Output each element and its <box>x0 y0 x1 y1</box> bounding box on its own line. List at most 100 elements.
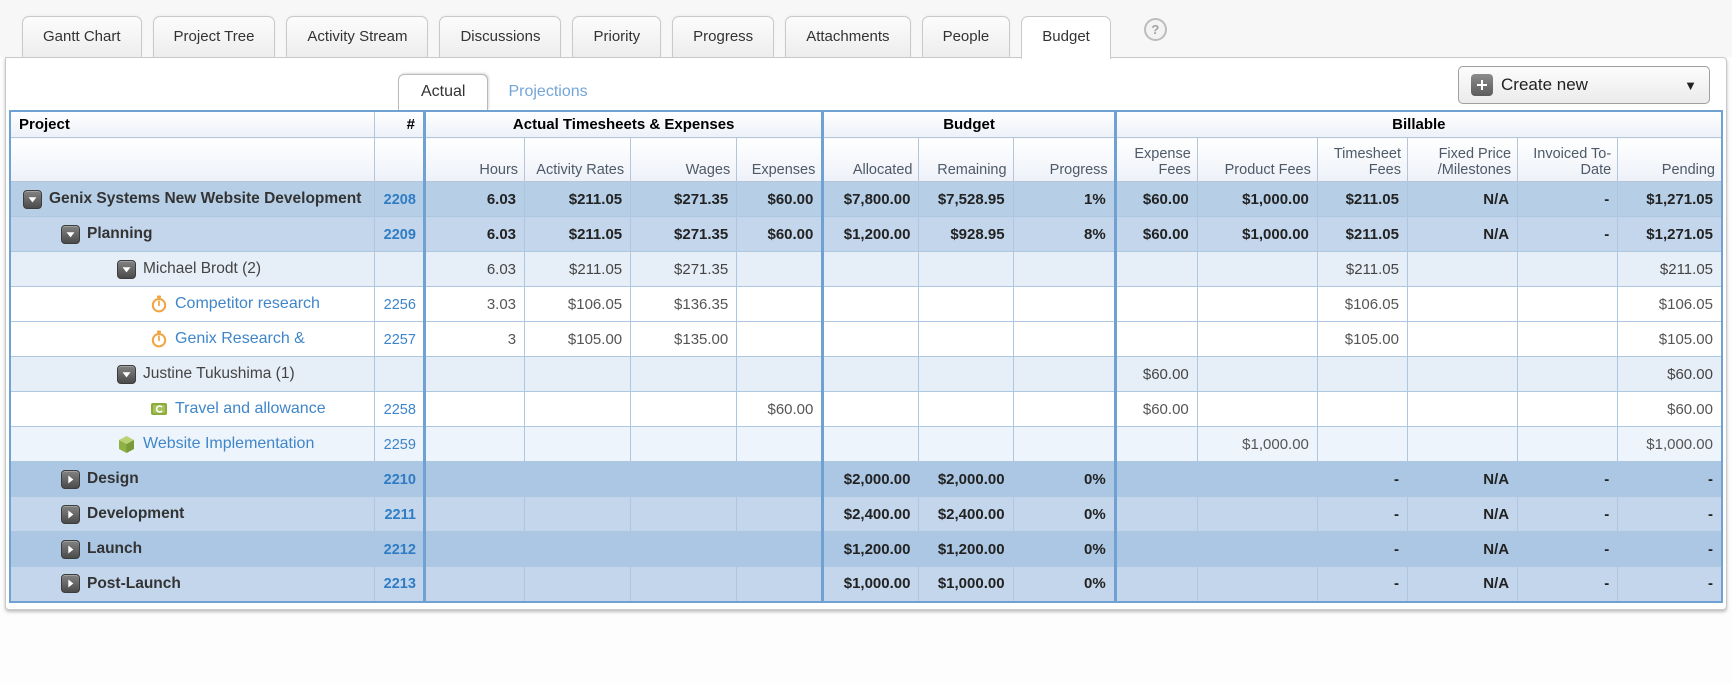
cell-remaining: $1,000.00 <box>918 566 1014 602</box>
expand-row-icon[interactable] <box>61 574 80 594</box>
cell-timesheet-fees: $211.05 <box>1316 181 1408 217</box>
project-name-cell: Travel and allowance <box>9 391 375 427</box>
subtab-projections[interactable]: Projections <box>508 83 588 100</box>
tab-discussions[interactable]: Discussions <box>439 16 562 57</box>
cell-allocated: $2,000.00 <box>821 461 920 497</box>
table-row: Michael Brodt (2) 6.03 $211.05 $271.35 $211.… <box>9 251 1723 287</box>
cell-progress <box>1012 251 1116 287</box>
cell-activity-rates: $211.05 <box>524 216 632 252</box>
item-id-cell: 2258 <box>373 391 425 427</box>
create-new-button[interactable]: Create new ▼ <box>1458 66 1710 104</box>
cell-fixed-price <box>1406 321 1519 357</box>
cell-activity-rates: $106.05 <box>524 286 632 322</box>
cell-remaining: $2,000.00 <box>918 461 1014 497</box>
tab-project-tree[interactable]: Project Tree <box>152 16 276 57</box>
cell-progress <box>1012 426 1116 462</box>
collapse-row-icon[interactable] <box>61 224 80 244</box>
cell-product-fees: $1,000.00 <box>1196 181 1318 217</box>
cell-expense-fees <box>1113 286 1198 322</box>
help-icon[interactable]: ? <box>1143 18 1167 41</box>
tab-gantt-chart[interactable]: Gantt Chart <box>22 16 142 57</box>
item-id-cell: 2256 <box>373 286 425 322</box>
item-id-link[interactable]: 2256 <box>383 296 416 313</box>
column-header-remaining: Remaining <box>918 137 1014 182</box>
task-link[interactable]: Website Implementation <box>143 435 315 452</box>
cell-invoiced: - <box>1517 531 1619 567</box>
cell-invoiced <box>1517 286 1619 322</box>
cell-remaining: $928.95 <box>918 216 1014 252</box>
cell-timesheet-fees: $106.05 <box>1316 286 1408 322</box>
cell-expense-fees: $60.00 <box>1113 356 1198 392</box>
task-link[interactable]: Competitor research <box>175 295 320 312</box>
tab-priority[interactable]: Priority <box>572 16 662 57</box>
column-header-product-fees: Product Fees <box>1196 137 1318 182</box>
tab-budget[interactable]: Budget <box>1021 16 1111 59</box>
cell-fixed-price: N/A <box>1406 531 1519 567</box>
cell-wages: $136.35 <box>630 286 738 322</box>
expand-row-icon[interactable] <box>61 504 80 524</box>
item-id-link[interactable]: 2258 <box>383 401 416 418</box>
cell-expense-fees <box>1113 496 1198 532</box>
item-id-link[interactable]: 2257 <box>383 331 416 348</box>
header-group-actual-timesheets-expenses: Actual Timesheets & Expenses <box>422 110 824 138</box>
cell-hours: 3.03 <box>422 286 526 322</box>
project-name-cell: Design <box>9 461 375 497</box>
content-panel: Actual Projections Create new ▼ Project # A… <box>5 57 1727 610</box>
row-name-label: Development <box>87 505 185 523</box>
cell-progress: 0% <box>1012 496 1116 532</box>
expand-row-icon[interactable] <box>61 469 80 489</box>
cell-allocated <box>821 391 920 427</box>
item-id-link[interactable]: 2259 <box>383 436 416 453</box>
cell-invoiced <box>1517 426 1619 462</box>
item-id-link[interactable]: 2213 <box>383 576 416 593</box>
collapse-row-icon[interactable] <box>117 364 136 384</box>
item-id-link[interactable]: 2208 <box>383 191 416 208</box>
tab-people[interactable]: People <box>921 16 1011 57</box>
tab-progress[interactable]: Progress <box>672 16 775 57</box>
item-id-cell: 2257 <box>373 321 425 357</box>
cell-hours <box>422 496 526 532</box>
cell-product-fees: $1,000.00 <box>1196 216 1318 252</box>
task-link[interactable]: Travel and allowance <box>175 400 326 417</box>
table-row: Design 2210 $2,000.00 $2,000.00 0% - N/A - - <box>9 461 1723 497</box>
project-name-cell: Genix Research & <box>9 321 375 357</box>
expand-row-icon[interactable] <box>61 539 80 559</box>
cell-invoiced: - <box>1517 566 1619 602</box>
cell-timesheet-fees: - <box>1316 496 1408 532</box>
subtab-actual[interactable]: Actual <box>398 74 489 110</box>
cell-invoiced: - <box>1517 216 1619 252</box>
table-row: Competitor research 2256 3.03 $106.05 $136.3… <box>9 286 1723 322</box>
cell-pending: - <box>1617 531 1723 567</box>
cell-allocated <box>821 286 920 322</box>
cell-remaining: $2,400.00 <box>918 496 1014 532</box>
cell-fixed-price: N/A <box>1406 566 1519 602</box>
cell-product-fees <box>1196 496 1318 532</box>
cell-expenses <box>736 426 824 462</box>
cell-progress <box>1012 356 1116 392</box>
item-id-cell: 2210 <box>373 461 425 497</box>
cell-timesheet-fees: $105.00 <box>1316 321 1408 357</box>
cell-wages: $271.35 <box>630 181 738 217</box>
dropdown-caret-icon[interactable]: ▼ <box>1684 77 1697 93</box>
cell-product-fees <box>1196 251 1318 287</box>
cell-invoiced <box>1517 251 1619 287</box>
cell-remaining <box>918 321 1014 357</box>
cell-allocated: $2,400.00 <box>821 496 920 532</box>
cell-allocated <box>821 251 920 287</box>
item-id-link[interactable]: 2210 <box>383 471 416 488</box>
item-id-link[interactable]: 2212 <box>383 541 416 558</box>
item-id-link[interactable]: 2211 <box>384 506 416 523</box>
cell-pending: $1,000.00 <box>1617 426 1723 462</box>
task-link[interactable]: Genix Research & <box>175 330 305 347</box>
collapse-row-icon[interactable] <box>23 189 42 209</box>
cell-hours: 6.03 <box>422 181 526 217</box>
cell-allocated <box>821 356 920 392</box>
cell-remaining <box>918 356 1014 392</box>
item-id-link[interactable]: 2209 <box>383 226 416 243</box>
collapse-row-icon[interactable] <box>117 259 136 279</box>
project-name-cell: Development <box>9 496 375 532</box>
tab-attachments[interactable]: Attachments <box>785 16 911 57</box>
tab-activity-stream[interactable]: Activity Stream <box>286 16 429 57</box>
cell-wages: $135.00 <box>630 321 738 357</box>
cell-expenses: $60.00 <box>736 181 824 217</box>
